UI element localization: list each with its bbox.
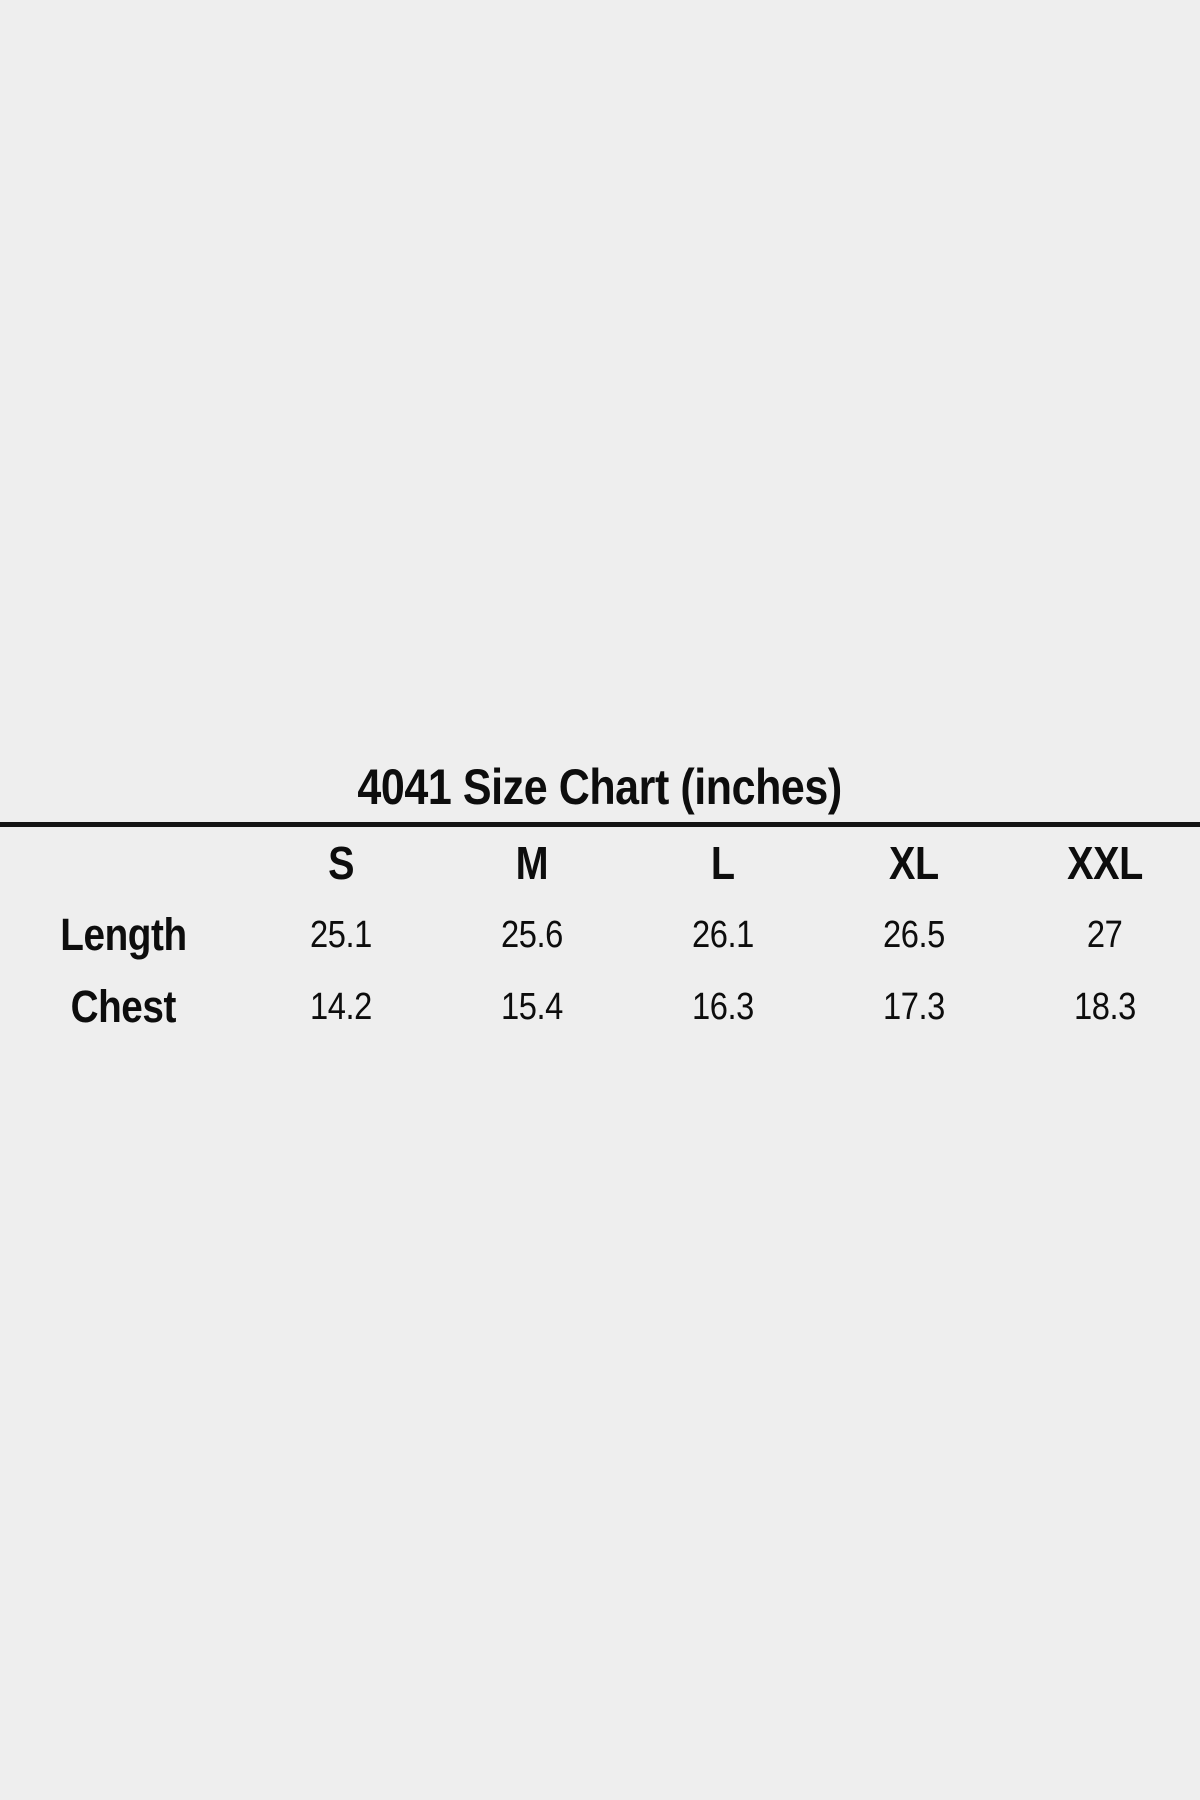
size-chart-table: S M L XL XXL Length 25.1 25.6 26.1 26.5 …	[0, 827, 1200, 1043]
col-header-xl: XL	[818, 827, 1009, 899]
cell-length-m: 25.6	[437, 899, 628, 971]
cell-length-xxl: 27	[1009, 899, 1200, 971]
cell-length-xl-value: 26.5	[882, 913, 945, 956]
col-header-s: S	[246, 827, 437, 899]
row-label-length-text: Length	[59, 909, 187, 960]
cell-chest-xxl: 18.3	[1009, 971, 1200, 1043]
col-header-s-label: S	[328, 837, 355, 889]
cell-length-l-value: 26.1	[692, 913, 754, 956]
table-row-chest: Chest 14.2 15.4 16.3 17.3 18.3	[0, 971, 1200, 1043]
cell-chest-xl-value: 17.3	[882, 985, 945, 1028]
col-header-xxl-label: XXL	[1066, 837, 1143, 889]
header-row: S M L XL XXL	[0, 827, 1200, 899]
cell-length-s-value: 25.1	[310, 913, 373, 956]
col-header-xxl: XXL	[1009, 827, 1200, 899]
cell-chest-xxl-value: 18.3	[1073, 985, 1136, 1028]
cell-chest-s: 14.2	[246, 971, 437, 1043]
cell-chest-l: 16.3	[628, 971, 819, 1043]
row-label-chest-text: Chest	[70, 981, 176, 1032]
cell-length-xxl-value: 27	[1086, 913, 1123, 956]
col-header-l-label: L	[711, 837, 735, 889]
size-chart-title-text: 4041 Size Chart (inches)	[357, 759, 843, 815]
cell-chest-s-value: 14.2	[310, 985, 373, 1028]
row-label-chest: Chest	[0, 971, 246, 1043]
cell-chest-l-value: 16.3	[692, 985, 754, 1028]
col-header-l: L	[628, 827, 819, 899]
row-label-length: Length	[0, 899, 246, 971]
size-chart-title: 4041 Size Chart (inches)	[0, 762, 1200, 812]
cell-length-m-value: 25.6	[501, 913, 564, 956]
cell-chest-xl: 17.3	[818, 971, 1009, 1043]
cell-length-s: 25.1	[246, 899, 437, 971]
col-header-m-label: M	[515, 837, 549, 889]
corner-cell	[0, 827, 246, 899]
col-header-xl-label: XL	[888, 837, 939, 889]
col-header-m: M	[437, 827, 628, 899]
cell-chest-m-value: 15.4	[501, 985, 564, 1028]
table-row-length: Length 25.1 25.6 26.1 26.5 27	[0, 899, 1200, 971]
cell-length-xl: 26.5	[818, 899, 1009, 971]
cell-length-l: 26.1	[628, 899, 819, 971]
cell-chest-m: 15.4	[437, 971, 628, 1043]
title-divider-rule	[0, 822, 1200, 827]
